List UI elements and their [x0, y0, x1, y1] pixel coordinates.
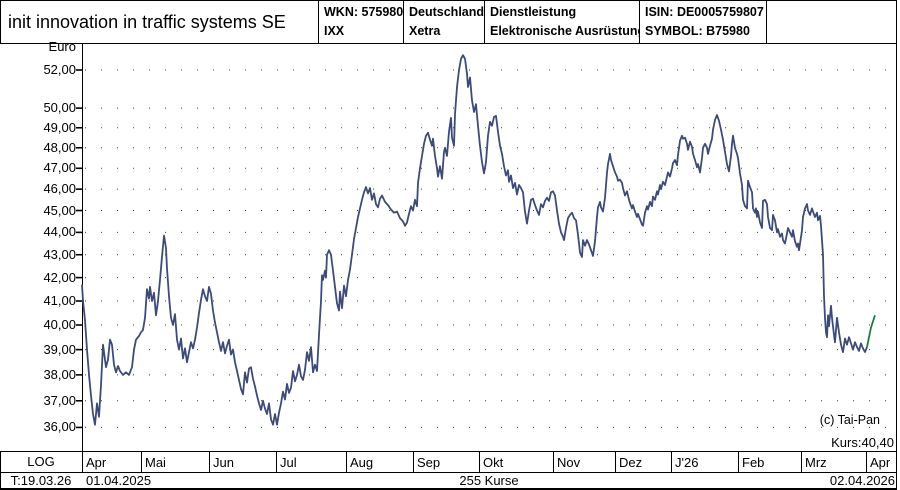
- y-axis-label: 52,00: [43, 62, 76, 77]
- x-axis-month-label: Aug: [350, 455, 374, 470]
- y-axis-label: 42,00: [43, 269, 76, 285]
- country-cell: Deutschland Xetra: [403, 1, 484, 43]
- y-axis-label: 41,00: [43, 293, 76, 309]
- y-axis-label: 43,00: [43, 246, 76, 262]
- last-price-label: Kurs:40,40: [831, 435, 894, 450]
- x-axis-month-label: Nov: [557, 455, 581, 470]
- right-border-bottom-strip: [896, 452, 897, 490]
- wkn-cell: WKN: 575980 IXX: [318, 1, 403, 43]
- month-divider: [346, 452, 347, 472]
- x-axis-month-label: Mrz: [805, 455, 827, 470]
- x-axis-month-label: Feb: [742, 455, 765, 470]
- x-axis-month-label: Jun: [213, 455, 234, 470]
- country-value: Deutschland: [409, 5, 484, 19]
- price-line-recent: [866, 315, 876, 348]
- y-axis-label: 39,00: [43, 341, 76, 357]
- copyright-label: (c) Tai-Pan: [819, 413, 880, 427]
- isin-value: ISIN: DE0005759807: [645, 5, 764, 19]
- month-divider: [479, 452, 480, 472]
- x-axis-month-label: Dez: [619, 455, 643, 470]
- y-axis-label: 47,00: [43, 160, 76, 176]
- month-divider: [866, 452, 867, 472]
- instrument-title: init innovation in traffic systems SE: [8, 12, 286, 32]
- y-axis-line: [82, 44, 83, 452]
- bottom-border: [0, 488, 897, 490]
- x-axis-month-label: Mai: [145, 455, 166, 470]
- sector-value: Dienstleistung: [490, 5, 577, 19]
- month-divider: [276, 452, 277, 472]
- month-divider: [82, 452, 83, 472]
- range-end-date: 02.04.2026: [829, 473, 895, 488]
- scale-mode-label: LOG: [27, 454, 55, 469]
- y-axis-label: 38,00: [43, 366, 76, 382]
- y-axis-label: 45,00: [43, 202, 76, 218]
- y-axis-label: 46,00: [43, 181, 76, 197]
- month-divider: [553, 452, 554, 472]
- last-trade-date-label: T:19.03.26: [10, 473, 72, 488]
- x-axis-month-label: J'26: [675, 455, 699, 470]
- left-border-bottom-strip: [0, 452, 1, 490]
- y-axis-unit-label: Euro: [48, 39, 76, 54]
- exchange-value: Xetra: [409, 24, 441, 38]
- quote-count-label: 255 Kurse: [459, 473, 519, 488]
- header-empty-cell: [766, 1, 897, 43]
- index-code: IXX: [324, 24, 345, 38]
- wkn-value: WKN: 575980: [324, 5, 403, 19]
- plot-right-border: [896, 44, 897, 452]
- footer-divider-line: [0, 472, 897, 473]
- month-divider: [209, 452, 210, 472]
- y-axis-label: 49,00: [43, 119, 76, 135]
- x-axis-month-label: Apr: [86, 455, 107, 470]
- x-axis-month-label: Okt: [483, 455, 504, 470]
- price-line: [81, 54, 868, 426]
- y-axis-label: 40,00: [43, 317, 76, 333]
- isin-cell: ISIN: DE0005759807 SYMBOL: B75980: [639, 1, 766, 43]
- month-divider: [738, 452, 739, 472]
- month-divider: [141, 452, 142, 472]
- y-axis-label: 48,00: [43, 139, 76, 155]
- y-axis-label: 50,00: [43, 100, 76, 116]
- range-start-date: 01.04.2025: [86, 473, 152, 488]
- y-axis-label: 36,00: [43, 419, 76, 435]
- month-divider: [671, 452, 672, 472]
- x-axis-month-label: Jul: [280, 455, 297, 470]
- y-axis-label: 37,00: [43, 392, 76, 408]
- sector-cell: Dienstleistung Elektronische Ausrüstung: [484, 1, 639, 43]
- subsector-value: Elektronische Ausrüstung: [490, 24, 639, 38]
- symbol-value: SYMBOL: B75980: [645, 24, 750, 38]
- x-axis-month-label: Apr: [870, 455, 891, 470]
- x-axis-month-label: Sep: [417, 455, 441, 470]
- y-axis-label: 44,00: [43, 224, 76, 240]
- month-divider: [801, 452, 802, 472]
- x-axis-line: [0, 451, 897, 452]
- month-divider: [413, 452, 414, 472]
- header-bar: init innovation in traffic systems SE WK…: [0, 0, 897, 44]
- month-divider: [615, 452, 616, 472]
